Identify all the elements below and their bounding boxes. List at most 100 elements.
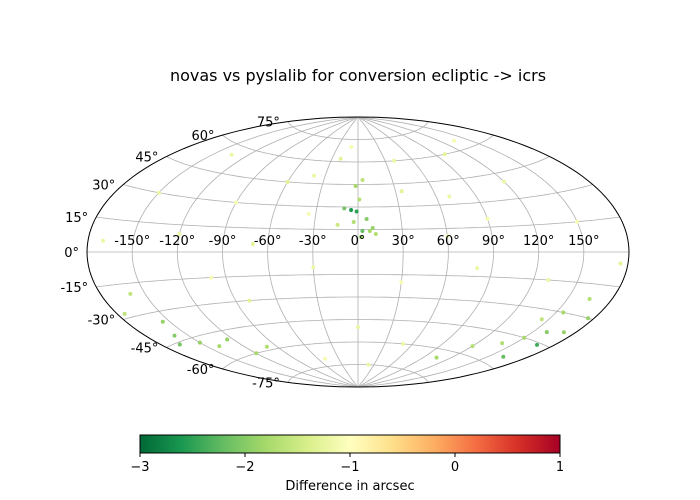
data-point: [360, 178, 365, 182]
lat-tick-label: 45°: [135, 151, 158, 166]
data-point: [323, 356, 328, 361]
lat-tick-label: -60°: [187, 363, 215, 378]
parallel-line: [123, 184, 593, 208]
data-point: [122, 311, 127, 316]
data-point: [452, 138, 457, 143]
data-point: [367, 229, 372, 233]
lat-tick-label: -15°: [60, 281, 88, 296]
parallel-line: [96, 216, 620, 230]
data-point: [264, 344, 269, 349]
data-point: [586, 316, 591, 321]
lon-tick-label: -150°: [114, 234, 150, 249]
colorbar-tick-label: 1: [556, 460, 564, 475]
lat-tick-label: -75°: [252, 376, 280, 391]
data-point: [360, 229, 365, 233]
lon-tick-label: 0°: [351, 234, 366, 249]
data-point: [539, 317, 544, 322]
parallel-line: [166, 156, 550, 185]
lat-tick-label: 15°: [65, 211, 88, 226]
data-point: [234, 200, 239, 205]
data-point: [470, 344, 475, 349]
data-point: [197, 340, 202, 345]
data-point: [250, 242, 255, 246]
data-point: [373, 232, 378, 236]
data-point: [311, 265, 316, 270]
data-point: [392, 158, 397, 163]
data-point: [209, 275, 214, 280]
data-point: [401, 341, 405, 346]
lon-tick-label: -90°: [209, 234, 237, 249]
data-point: [128, 291, 133, 296]
parallel-line: [96, 274, 620, 288]
parallel-line: [222, 134, 494, 163]
colorbar-tick-label: −3: [130, 460, 149, 475]
colorbar-tick-label: −1: [340, 460, 359, 475]
chart-title: novas vs pyslalib for conversion eclipti…: [170, 66, 546, 85]
data-point: [172, 333, 177, 338]
data-point: [312, 173, 317, 178]
data-point: [544, 330, 549, 335]
data-point: [587, 297, 592, 301]
data-point: [247, 298, 252, 303]
data-point: [285, 179, 290, 184]
data-point: [575, 219, 580, 224]
scatter-points: [101, 138, 623, 367]
data-point: [156, 190, 161, 195]
lon-tick-label: -120°: [159, 234, 195, 249]
data-point: [254, 351, 259, 356]
data-point: [349, 208, 354, 212]
data-point: [546, 278, 551, 282]
data-point: [160, 319, 165, 324]
data-point: [225, 337, 230, 342]
grid: [87, 116, 629, 388]
map-border: [86, 116, 630, 388]
parallel-line: [287, 364, 429, 383]
data-point: [229, 152, 234, 157]
data-point: [351, 220, 356, 224]
data-point: [349, 144, 354, 149]
data-point: [353, 184, 358, 188]
data-point: [501, 354, 506, 359]
colorbar-ticks: −3 −2 −1 0 1: [130, 453, 564, 475]
data-point: [485, 216, 490, 221]
data-point: [447, 194, 452, 199]
lat-tick-label: -30°: [88, 314, 116, 329]
data-point: [618, 261, 623, 266]
data-point: [356, 325, 360, 329]
data-point: [177, 231, 182, 236]
data-point: [335, 222, 340, 227]
data-point: [354, 209, 359, 214]
data-point: [359, 235, 363, 239]
lat-tick-label: 75°: [257, 116, 280, 131]
lon-tick-label: 120°: [523, 234, 554, 249]
data-point: [370, 226, 375, 230]
lon-tick-label: 30°: [392, 234, 415, 249]
data-point: [306, 211, 311, 216]
parallel-line: [166, 319, 550, 348]
data-point: [177, 342, 182, 347]
lat-tick-label: 30°: [92, 179, 115, 194]
parallel-line: [287, 121, 429, 140]
lon-tick-label: 90°: [482, 234, 505, 249]
data-point: [522, 335, 527, 340]
colorbar: [139, 434, 561, 454]
data-point: [445, 234, 450, 239]
data-point: [501, 179, 506, 184]
data-point: [442, 152, 447, 157]
data-point: [338, 156, 343, 161]
data-point: [364, 217, 369, 221]
colorbar-tick-label: 0: [451, 460, 459, 475]
data-point: [434, 355, 439, 360]
tick-labels: -150° -120° -90° -60° -30° 0° 30° 60° 90° 120° 150…: [60, 116, 599, 392]
parallel-line: [123, 296, 593, 320]
lat-tick-label: 60°: [191, 129, 214, 144]
data-point: [535, 342, 539, 347]
data-point: [342, 206, 347, 211]
data-point: [357, 197, 362, 202]
lat-tick-label: 0°: [64, 246, 79, 261]
data-point: [399, 280, 404, 285]
data-point: [561, 310, 566, 315]
lon-tick-label: 150°: [568, 234, 599, 249]
lat-tick-label: -45°: [131, 342, 159, 357]
